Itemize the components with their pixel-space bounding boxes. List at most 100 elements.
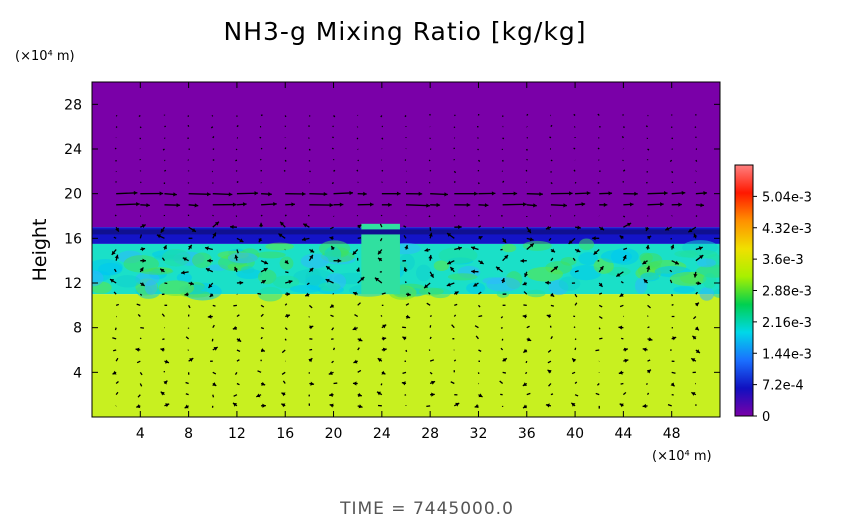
- wind-arrowhead: [691, 392, 696, 396]
- wind-arrowhead: [160, 268, 165, 273]
- wind-arrow: [598, 327, 601, 330]
- wind-arrow: [139, 383, 143, 387]
- wind-arrowhead: [305, 292, 310, 297]
- wind-arrow: [333, 169, 336, 172]
- wind-arrowhead: [457, 246, 462, 251]
- wind-arrow: [354, 313, 359, 318]
- heatmap-patch: [324, 246, 342, 263]
- wind-arrowhead: [406, 314, 411, 319]
- heatmap-patch: [144, 279, 158, 295]
- wind-arrow: [405, 204, 430, 207]
- wind-arrowhead: [700, 203, 705, 208]
- x-tick-label: 24: [373, 426, 391, 442]
- wind-arrowhead: [678, 202, 682, 207]
- wind-arrowhead: [357, 224, 362, 229]
- wind-arrow: [187, 115, 190, 117]
- wind-arrowhead: [501, 278, 506, 283]
- wind-arrowhead: [329, 202, 334, 208]
- wind-arrowhead: [642, 403, 647, 409]
- wind-arrow: [211, 115, 214, 117]
- wind-arrow: [381, 292, 386, 295]
- wind-arrow: [331, 147, 334, 150]
- wind-arrow: [622, 114, 624, 116]
- wind-arrowhead: [189, 358, 194, 362]
- wind-arrowhead: [670, 244, 675, 249]
- wind-arrow: [501, 148, 504, 151]
- wind-arrowhead: [207, 192, 211, 197]
- heatmap-patch: [265, 242, 294, 251]
- wind-arrow: [572, 257, 576, 262]
- wind-arrowhead: [214, 221, 219, 226]
- wind-arrowhead: [358, 337, 363, 342]
- wind-arrowhead: [323, 191, 328, 197]
- wind-arrowhead: [402, 336, 407, 341]
- wind-arrow: [453, 170, 457, 174]
- wind-arrowhead: [146, 203, 150, 208]
- wind-arrowhead: [406, 292, 411, 297]
- wind-arrow: [115, 114, 118, 117]
- wind-arrow: [332, 125, 334, 128]
- wind-arrow: [671, 371, 676, 374]
- wind-arrowhead: [357, 392, 362, 397]
- wind-arrowhead: [140, 282, 145, 286]
- wind-arrowhead: [646, 265, 651, 270]
- wind-arrow: [185, 393, 189, 396]
- wind-arrow: [453, 314, 457, 317]
- wind-arrowhead: [388, 202, 392, 207]
- wind-arrow: [236, 349, 241, 353]
- wind-arrow: [139, 126, 142, 129]
- wind-arrow: [427, 292, 431, 295]
- wind-arrowhead: [404, 245, 409, 250]
- wind-arrow: [380, 314, 383, 317]
- wind-arrowhead: [353, 359, 358, 364]
- wind-arrow: [139, 293, 143, 296]
- wind-arrow: [573, 147, 576, 150]
- wind-arrowhead: [164, 359, 169, 364]
- wind-arrow: [620, 382, 624, 385]
- heatmap-patch: [192, 252, 213, 269]
- wind-arrowhead: [522, 281, 527, 286]
- wind-arrowhead: [208, 283, 213, 288]
- wind-arrowhead: [184, 404, 189, 409]
- wind-arrow: [212, 324, 215, 329]
- wind-arrowhead: [262, 403, 266, 408]
- wind-arrowhead: [110, 279, 115, 283]
- wind-arrow: [574, 347, 577, 351]
- colorbar-label: 3.6e-3: [762, 253, 804, 268]
- wind-arrow: [137, 394, 141, 398]
- wind-arrowhead: [160, 347, 165, 352]
- x-tick-label: 44: [614, 426, 632, 442]
- wind-arrow: [429, 371, 433, 375]
- x-unit-label: (×10⁴ m): [652, 449, 712, 464]
- wind-arrow: [188, 193, 211, 195]
- wind-arrowhead: [474, 404, 479, 408]
- wind-arrowhead: [634, 191, 638, 196]
- wind-arrowhead: [403, 267, 408, 272]
- wind-arrow: [332, 136, 334, 139]
- heatmap-patch: [97, 262, 123, 276]
- colorbar-label: 2.88e-3: [762, 285, 812, 300]
- wind-arrow: [620, 281, 624, 284]
- wind-arrowhead: [337, 258, 342, 263]
- wind-arrow: [595, 392, 600, 396]
- wind-arrow: [647, 326, 650, 329]
- wind-arrow: [162, 148, 165, 151]
- wind-arrow: [212, 304, 216, 307]
- time-footer: TIME = 7445000.0: [339, 499, 514, 519]
- wind-arrowhead: [303, 223, 308, 228]
- wind-arrowhead: [396, 191, 401, 196]
- wind-arrow: [550, 336, 553, 340]
- wind-arrow: [478, 214, 480, 217]
- wind-arrowhead: [163, 380, 168, 385]
- wind-arrow: [426, 302, 431, 306]
- wind-arrow: [380, 214, 383, 217]
- wind-arrowhead: [581, 202, 586, 207]
- wind-arrow: [550, 124, 553, 128]
- wind-arrow: [260, 336, 263, 340]
- x-axis-ticks: 4 8 12 16 20 24 28 32 36 40 44 48: [136, 82, 681, 442]
- wind-arrow: [695, 291, 699, 295]
- wind-arrowhead: [660, 202, 664, 207]
- wind-arrow: [598, 292, 603, 295]
- wind-arrow: [526, 325, 530, 329]
- wind-arrowhead: [674, 260, 679, 265]
